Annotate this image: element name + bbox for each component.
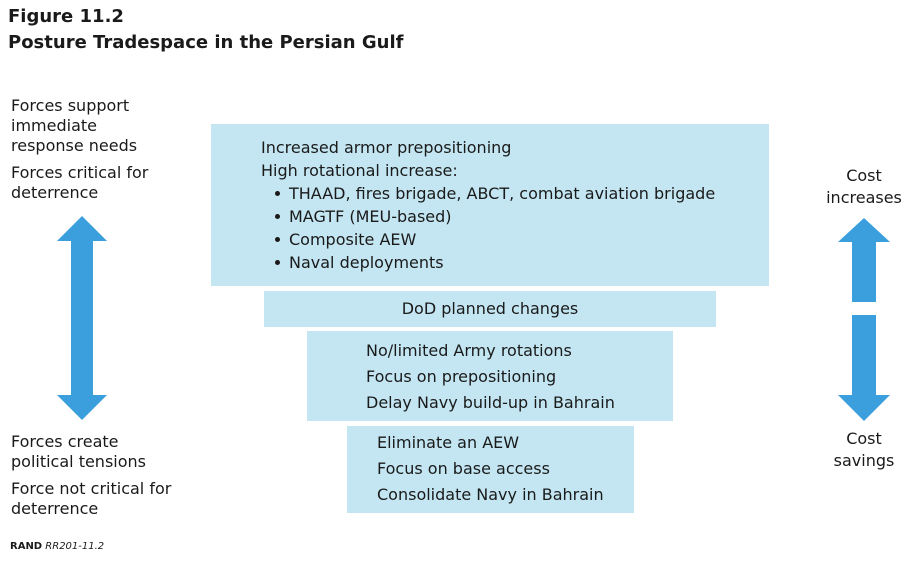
tier-third-line: No/limited Army rotations (366, 341, 572, 360)
right-up-arrow-shape (838, 218, 890, 302)
tier-dod-label: DoD planned changes (401, 299, 579, 318)
right-bottom-text: Cost savings (833, 429, 895, 470)
tier-bottom-line: Consolidate Navy in Bahrain (377, 485, 604, 504)
tier-dod-box: DoD planned changes (264, 291, 716, 327)
tier-third-box: No/limited Army rotations Focus on prepo… (307, 331, 673, 421)
tier-top-bullet: THAAD, fires brigade, ABCT, combat aviat… (271, 182, 769, 205)
source-note: RAND RR201-11.2 (10, 541, 104, 553)
right-top-text: Cost increases (826, 166, 902, 207)
tier-top-line1: Increased armor prepositioning (261, 138, 512, 157)
left-bottom-line1: Forces create political tensions (11, 432, 146, 471)
tier-top-bullet: Naval deployments (271, 251, 769, 274)
figure-title: Posture Tradespace in the Persian Gulf (8, 32, 404, 53)
left-double-arrow (57, 216, 107, 420)
left-top-line1: Forces support immediate response needs (11, 96, 138, 155)
tier-top-line2: High rotational increase: (261, 161, 458, 180)
tier-top-bullet: Composite AEW (271, 228, 769, 251)
figure-label: Figure 11.2 (8, 6, 124, 27)
left-top-text: Forces support immediate response needs … (11, 96, 161, 203)
right-down-arrow-shape (838, 315, 890, 421)
left-bottom-line2: Force not critical for deterrence (11, 479, 172, 518)
right-up-arrow (838, 218, 890, 302)
tier-third-line: Focus on prepositioning (366, 367, 557, 386)
source-code: RR201-11.2 (45, 541, 105, 552)
tier-bottom-line: Eliminate an AEW (377, 433, 520, 452)
tier-bottom-line: Focus on base access (377, 459, 550, 478)
left-bottom-text: Forces create political tensions Force n… (11, 432, 181, 519)
tier-third-line: Delay Navy build-up in Bahrain (366, 393, 615, 412)
right-down-arrow (838, 315, 890, 421)
tier-top-bullet: MAGTF (MEU-based) (271, 205, 769, 228)
tier-top-box: Increased armor prepositioning High rota… (211, 124, 769, 286)
left-double-arrow-shape (57, 216, 107, 420)
tier-bottom-box: Eliminate an AEW Focus on base access Co… (347, 426, 634, 513)
source-org: RAND (10, 541, 43, 552)
left-top-line2: Forces critical for deterrence (11, 163, 149, 202)
tier-top-bullet-list: THAAD, fires brigade, ABCT, combat aviat… (261, 182, 769, 274)
